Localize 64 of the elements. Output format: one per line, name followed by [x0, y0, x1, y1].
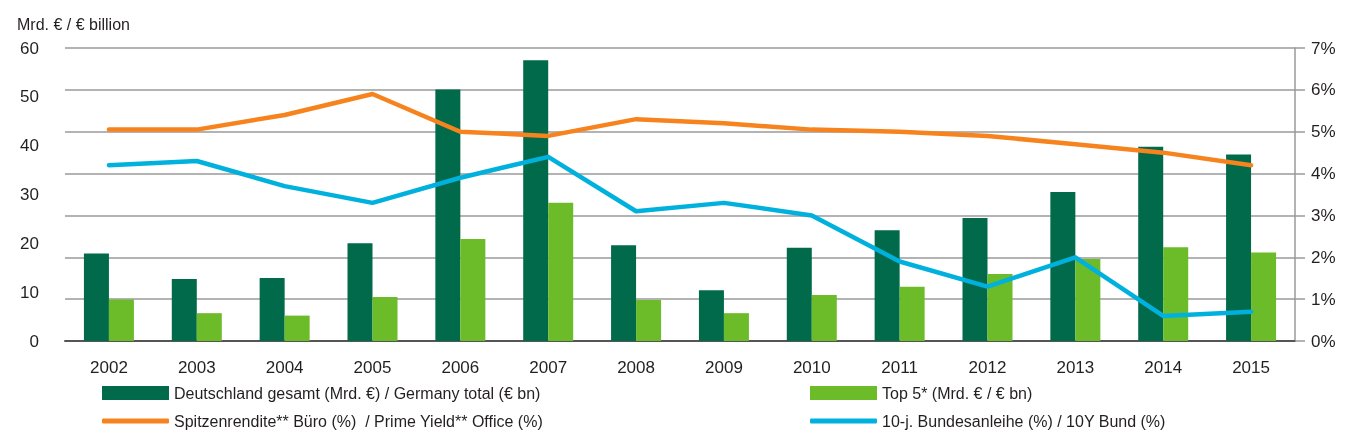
- bar: [698, 290, 724, 341]
- x-tick-label: 2010: [792, 358, 831, 377]
- bar: [1075, 258, 1101, 341]
- x-tick-label: 2014: [1144, 358, 1183, 377]
- x-tick-label: 2013: [1056, 358, 1095, 377]
- legend-label: Top 5* (Mrd. € / € bn): [882, 384, 1033, 402]
- y-axis-title: Mrd. € / € billion: [17, 15, 130, 33]
- bar: [83, 253, 109, 341]
- x-tick-label: 2006: [441, 358, 480, 377]
- bar: [1251, 252, 1277, 341]
- x-tick-label: 2005: [353, 358, 392, 377]
- bar: [435, 89, 461, 341]
- bar: [1226, 154, 1252, 341]
- bar: [962, 217, 988, 341]
- y2-tick-label: 4%: [1311, 164, 1336, 184]
- y-tick-label: 50: [20, 87, 39, 107]
- bar: [548, 202, 574, 341]
- y-tick-label: 60: [20, 38, 39, 58]
- x-tick-label: 2008: [617, 358, 655, 377]
- bar: [786, 247, 812, 341]
- bar: [874, 230, 900, 341]
- y2-tick-label: 6%: [1311, 80, 1336, 100]
- y2-tick-label: 7%: [1311, 38, 1336, 58]
- legend-label: Deutschland gesamt (Mrd. €) / Germany total (€ bn): [174, 384, 541, 402]
- bar: [1138, 146, 1164, 341]
- y2-tick-label: 5%: [1311, 122, 1336, 142]
- bar: [987, 274, 1013, 341]
- x-tick-label: 2002: [90, 358, 128, 377]
- y-tick-label: 0: [29, 331, 39, 351]
- y-tick-label: 40: [20, 136, 39, 156]
- legend-label: 10-j. Bundesanleihe (%) / 10Y Bund (%): [882, 412, 1166, 430]
- bar: [636, 299, 662, 341]
- bar: [611, 245, 637, 341]
- bar: [460, 238, 486, 341]
- bar: [899, 286, 925, 341]
- x-tick-label: 2004: [265, 358, 304, 377]
- x-tick-label: 2003: [177, 358, 216, 377]
- y-tick-label: 20: [20, 233, 39, 253]
- bar: [1163, 247, 1189, 341]
- x-tick-label: 2012: [968, 358, 1007, 377]
- bar: [523, 60, 549, 341]
- y-tick-label: 10: [20, 282, 39, 302]
- bar: [259, 278, 285, 341]
- bar: [171, 278, 197, 341]
- bar: [372, 297, 398, 341]
- y2-tick-label: 2%: [1311, 247, 1336, 267]
- legend-label: Spitzenrendite** Büro (%) / Prime Yield** Office (%): [174, 412, 543, 430]
- x-tick-label: 2009: [705, 358, 743, 377]
- y2-tick-label: 0%: [1311, 331, 1336, 351]
- bar: [108, 299, 134, 341]
- line-series: [106, 154, 1254, 319]
- bar: [347, 243, 373, 341]
- line-series: [106, 91, 1254, 168]
- bar: [1050, 192, 1076, 341]
- y-tick-label: 30: [20, 185, 39, 204]
- x-tick-label: 2007: [529, 358, 568, 377]
- x-tick-label: 2011: [881, 358, 918, 377]
- bar: [723, 313, 749, 341]
- y2-tick-label: 1%: [1311, 289, 1336, 309]
- bar: [196, 313, 222, 341]
- y2-tick-label: 3%: [1311, 205, 1336, 225]
- bar: [284, 315, 310, 341]
- bar: [811, 295, 837, 341]
- x-tick-label: 2015: [1232, 358, 1270, 377]
